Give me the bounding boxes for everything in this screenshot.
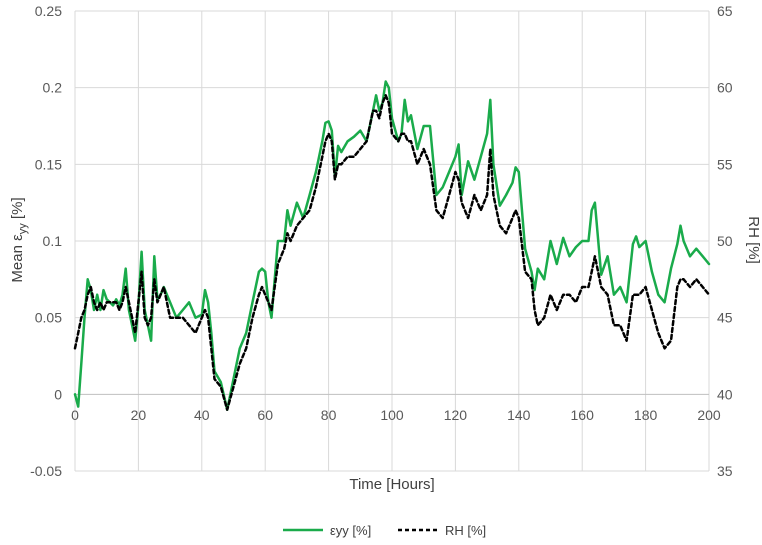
x-tick-label: 160 [571, 407, 595, 423]
y-left-tick-label: -0.05 [30, 463, 62, 479]
x-tick-label: 180 [634, 407, 658, 423]
series-layer [73, 80, 711, 411]
legend-label-rh: RH [%] [445, 523, 486, 538]
y-left-tick-label: 0.15 [35, 156, 62, 172]
x-tick-label: 120 [444, 407, 468, 423]
series-line-rh [73, 94, 711, 411]
x-tick-label: 20 [131, 407, 147, 423]
y-right-tick-label: 35 [717, 463, 733, 479]
tick-labels: 0 20 40 60 80 100 120 140 160 180 200 -0.05 0 0.05 0.1… [30, 3, 733, 479]
x-tick-label: 40 [194, 407, 210, 423]
y-right-tick-label: 45 [717, 310, 733, 326]
y-left-tick-label: 0.1 [43, 233, 63, 249]
legend-label-strain: εyy [%] [330, 523, 371, 538]
y-left-tick-label: 0.25 [35, 3, 62, 19]
y-left-tick-label: 0.05 [35, 310, 62, 326]
series-line-strain [73, 80, 711, 411]
y-right-tick-label: 50 [717, 233, 733, 249]
y-axis-left-label-unit: [%] [9, 197, 26, 223]
y-right-tick-label: 65 [717, 3, 733, 19]
grid-lines [75, 10, 709, 472]
x-tick-label: 60 [257, 407, 273, 423]
x-tick-label: 140 [507, 407, 531, 423]
y-right-tick-label: 40 [717, 386, 733, 402]
x-tick-label: 200 [697, 407, 721, 423]
legend: εyy [%] RH [%] [283, 523, 486, 538]
y-left-tick-label: 0 [54, 386, 62, 402]
y-left-tick-label: 0.2 [43, 80, 63, 96]
x-axis-label: Time [Hours] [349, 476, 434, 493]
x-tick-label: 100 [380, 407, 404, 423]
y-right-tick-label: 55 [717, 156, 733, 172]
y-axis-left-label: Mean εyy [%] [9, 197, 29, 282]
y-axis-left-label-subscript: yy [17, 223, 29, 235]
y-axis-right-label: RH [%] [745, 216, 762, 264]
x-tick-label: 80 [321, 407, 337, 423]
x-tick-label: 0 [71, 407, 79, 423]
y-right-tick-label: 60 [717, 80, 733, 96]
